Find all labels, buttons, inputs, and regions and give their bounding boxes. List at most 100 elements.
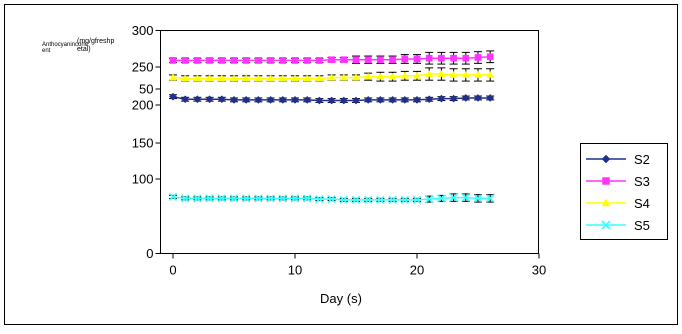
data-point-marker	[181, 57, 189, 64]
data-point-marker	[242, 95, 251, 104]
series-s3	[169, 50, 495, 65]
data-point-marker	[400, 195, 409, 205]
y-tick-label: 50	[139, 82, 153, 97]
data-point-marker	[425, 54, 433, 62]
legend-item-s3: S3	[586, 174, 650, 189]
data-point-marker	[315, 74, 324, 82]
data-point-marker	[339, 96, 348, 105]
data-point-marker	[601, 220, 611, 230]
data-point-marker	[254, 74, 263, 82]
data-point-marker	[217, 95, 226, 104]
data-point-marker	[401, 55, 409, 63]
data-point-marker	[602, 177, 610, 185]
data-point-marker	[168, 192, 178, 202]
data-point-marker	[486, 70, 495, 78]
data-point-marker	[327, 194, 336, 204]
data-point-marker	[601, 198, 611, 207]
y-axis-title-line-1: Anthocyaninconc	[42, 42, 88, 48]
data-point-marker	[413, 95, 421, 104]
data-point-marker	[206, 57, 213, 64]
data-point-marker	[291, 57, 299, 64]
data-point-marker	[473, 70, 483, 78]
data-point-marker	[205, 74, 214, 82]
data-point-marker	[278, 74, 287, 82]
data-point-marker	[340, 56, 348, 64]
x-tick-label: 20	[410, 263, 424, 278]
x-tick-label: 10	[288, 263, 302, 278]
data-point-marker	[242, 57, 250, 64]
legend-item-s5: S5	[586, 218, 650, 233]
data-point-marker	[388, 195, 397, 205]
plot-area	[160, 30, 539, 254]
data-point-marker	[425, 194, 434, 204]
data-point-marker	[376, 72, 385, 80]
data-point-marker	[193, 95, 202, 104]
data-point-marker	[254, 95, 263, 104]
data-point-marker	[205, 194, 214, 203]
data-point-marker	[242, 194, 251, 203]
data-point-marker	[449, 193, 458, 202]
data-point-marker	[193, 194, 202, 203]
data-point-marker	[291, 95, 299, 104]
data-point-marker	[351, 195, 361, 205]
legend-label: S5	[634, 218, 650, 233]
data-point-marker	[218, 57, 226, 64]
series-layer	[168, 50, 495, 205]
data-point-marker	[315, 194, 324, 204]
data-point-marker	[486, 53, 494, 61]
data-point-marker	[303, 194, 312, 203]
data-point-marker	[364, 56, 372, 64]
y-tick-label: 250	[132, 60, 154, 75]
data-point-marker	[328, 56, 335, 64]
data-point-marker	[389, 56, 396, 64]
data-point-marker	[461, 193, 470, 202]
data-point-marker	[327, 96, 336, 105]
data-point-marker	[181, 74, 190, 82]
data-point-marker	[364, 195, 373, 205]
data-point-marker	[437, 69, 446, 77]
data-point-marker	[229, 194, 239, 203]
data-point-marker	[266, 194, 275, 203]
data-point-marker	[229, 74, 239, 82]
x-axis-title: Day (s)	[320, 291, 362, 306]
data-point-marker	[255, 57, 262, 64]
data-point-marker	[400, 95, 409, 104]
data-point-marker	[376, 95, 385, 104]
legend-items: S2 S3 S4 S5	[586, 152, 650, 233]
data-point-marker	[181, 95, 190, 104]
y-axis-title-line-2: ent	[42, 48, 51, 54]
data-point-marker	[352, 56, 360, 64]
data-point-marker	[486, 94, 495, 102]
data-point-marker	[230, 95, 238, 104]
data-point-marker	[303, 95, 312, 104]
y-axis-title-line-4: etal)	[77, 46, 91, 53]
data-point-marker	[364, 95, 373, 104]
series-s2	[169, 92, 495, 105]
data-point-marker	[254, 194, 263, 203]
y-axis-title-line-3: (mg/gfreshp	[77, 38, 114, 45]
data-point-marker	[278, 95, 287, 104]
legend-label: S4	[634, 196, 650, 211]
data-point-marker	[601, 154, 611, 164]
data-point-marker	[450, 54, 457, 62]
y-tick-label: 150	[132, 136, 154, 151]
data-point-marker	[413, 55, 421, 63]
data-point-marker	[474, 54, 482, 61]
data-point-marker	[449, 94, 458, 103]
data-point-marker	[267, 57, 274, 64]
x-tick-label: 0	[169, 263, 176, 278]
data-point-marker	[169, 57, 177, 64]
data-point-marker	[412, 195, 422, 205]
data-point-marker	[290, 74, 300, 82]
data-point-marker	[449, 70, 458, 78]
data-point-marker	[303, 74, 312, 82]
data-point-marker	[303, 57, 311, 64]
y-tick-label: 200	[132, 98, 154, 113]
data-point-marker	[242, 74, 251, 82]
data-point-marker	[425, 95, 434, 104]
legend-label: S3	[634, 174, 650, 189]
data-point-marker	[279, 57, 287, 64]
data-point-marker	[217, 74, 226, 82]
